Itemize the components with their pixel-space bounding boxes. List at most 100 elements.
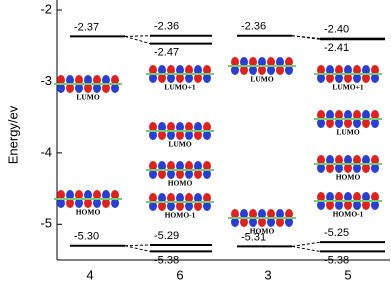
orbital-lobe <box>176 122 184 132</box>
orbital-lobe <box>285 65 293 75</box>
orbital-lobe <box>267 209 275 219</box>
orbital-lobe <box>57 83 65 93</box>
orbital-lobe <box>194 122 202 132</box>
orbital-lobe <box>371 65 379 75</box>
orbital-lobe <box>149 130 157 140</box>
orbital-lobe <box>75 75 83 85</box>
y-tick-label: -4 <box>40 144 52 159</box>
orbital-lobe <box>176 193 184 203</box>
orbital-lobe <box>326 118 334 128</box>
orbital-lobe <box>149 169 157 179</box>
orbital-lobe <box>84 75 92 85</box>
orbital-lobe <box>362 163 370 173</box>
orbital-lobe <box>240 65 248 75</box>
orbital-lobe <box>194 130 202 140</box>
orbital-lobe <box>231 217 239 227</box>
orbital-lobe <box>353 163 361 173</box>
orbital-lobe <box>317 163 325 173</box>
orbital-lobe <box>371 155 379 165</box>
orbital-lobe <box>158 122 166 132</box>
orbital-lobe <box>258 57 266 67</box>
y-tick-label: -3 <box>40 73 52 88</box>
orbital-lobe <box>362 118 370 128</box>
orbital-lobe <box>66 83 74 93</box>
orbital-lobe <box>111 83 119 93</box>
orbital-label: LUMO <box>250 75 273 84</box>
value-label: -2.40 <box>324 23 349 35</box>
y-tick-label: -2 <box>40 1 52 16</box>
orbital-lobe <box>326 200 334 210</box>
orbital-lobe <box>194 193 202 203</box>
orbital-lobe <box>203 65 211 75</box>
orbital-lobe <box>185 201 193 211</box>
orbital-lobe <box>362 192 370 202</box>
orbital-lobe <box>344 118 352 128</box>
x-tick-label: 5 <box>344 267 351 282</box>
orbital-lobe <box>158 65 166 75</box>
y-tick-label: -5 <box>40 216 52 231</box>
orbital-lobe <box>267 217 275 227</box>
value-label: -5.30 <box>74 231 99 243</box>
orbital-lobe <box>176 130 184 140</box>
orbital-lobe <box>371 163 379 173</box>
orbital-lobe <box>93 198 101 208</box>
value-label: -5.31 <box>241 231 266 243</box>
orbital-lobe <box>267 65 275 75</box>
value-label: -5.25 <box>324 227 349 239</box>
value-label: -2.41 <box>324 42 349 54</box>
orbital-lobe <box>185 161 193 171</box>
orbital-lobe <box>158 130 166 140</box>
orbital-lobe <box>194 65 202 75</box>
orbital-lobe <box>84 83 92 93</box>
orbital-lobe <box>203 201 211 211</box>
orbital-lobe <box>317 110 325 120</box>
orbital-lobe <box>75 198 83 208</box>
orbital-lobe <box>102 198 110 208</box>
connector <box>291 35 321 40</box>
orbital-lobe <box>326 110 334 120</box>
value-label: -2.36 <box>241 21 266 33</box>
orbital-lobe <box>149 122 157 132</box>
orbital-lobe <box>185 130 193 140</box>
orbital-label: HOMO <box>76 208 101 217</box>
orbital-lobe <box>258 65 266 75</box>
orbital-lobe <box>176 65 184 75</box>
orbital-lobe <box>75 83 83 93</box>
orbital-lobe <box>344 200 352 210</box>
orbital-lobe <box>66 198 74 208</box>
orbital-lobe <box>176 169 184 179</box>
orbital-lobe <box>276 57 284 67</box>
orbital-lobe <box>158 201 166 211</box>
orbital-lobe <box>353 118 361 128</box>
orbital-lobe <box>326 163 334 173</box>
orbital-lobe <box>149 201 157 211</box>
orbital-lobe <box>176 73 184 83</box>
x-tick-label: 3 <box>264 267 271 282</box>
orbital-lobe <box>93 75 101 85</box>
orbital-lobe <box>276 217 284 227</box>
orbital-lobe <box>149 193 157 203</box>
orbital-lobe <box>185 73 193 83</box>
orbital-lobe <box>317 73 325 83</box>
orbital-lobe <box>335 200 343 210</box>
orbital-lobe <box>353 110 361 120</box>
orbital-lobe <box>194 169 202 179</box>
orbital-lobe <box>371 118 379 128</box>
orbital-lobe <box>194 161 202 171</box>
orbital-label: LUMO+1 <box>332 83 364 92</box>
orbital-lobe <box>57 75 65 85</box>
orbital-lobe <box>194 201 202 211</box>
orbital-lobe <box>203 161 211 171</box>
value-label: -5.29 <box>154 230 179 242</box>
orbital-lobe <box>84 198 92 208</box>
orbital-lobe <box>353 73 361 83</box>
orbital-lobe <box>344 110 352 120</box>
orbital-lobe <box>203 73 211 83</box>
orbital-lobe <box>344 65 352 75</box>
orbital-lobe <box>344 163 352 173</box>
orbital-label: LUMO <box>336 128 359 137</box>
orbital-lobe <box>362 110 370 120</box>
orbital-lobe <box>276 209 284 219</box>
value-label: -5.38 <box>324 254 349 266</box>
